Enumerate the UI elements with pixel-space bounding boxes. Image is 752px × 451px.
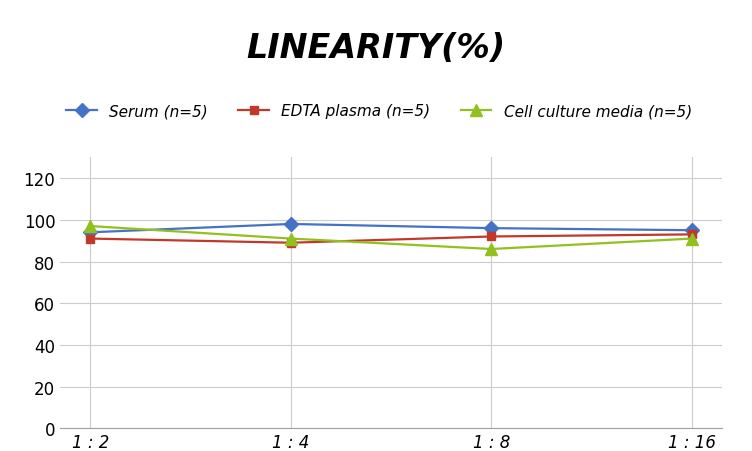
Line: Cell culture media (n=5): Cell culture media (n=5) — [85, 221, 697, 255]
Serum (n=5) — [487, 226, 496, 231]
Line: EDTA plasma (n=5): EDTA plasma (n=5) — [86, 231, 696, 247]
EDTA plasma (n=5) — [287, 240, 296, 246]
Serum (n=5) — [86, 230, 95, 235]
Serum (n=5) — [687, 228, 696, 234]
EDTA plasma (n=5) — [487, 234, 496, 239]
Line: Serum (n=5): Serum (n=5) — [86, 220, 696, 238]
EDTA plasma (n=5) — [687, 232, 696, 238]
Cell culture media (n=5) — [487, 247, 496, 252]
EDTA plasma (n=5) — [86, 236, 95, 242]
Text: LINEARITY(%): LINEARITY(%) — [247, 32, 505, 64]
Cell culture media (n=5) — [687, 236, 696, 242]
Serum (n=5) — [287, 222, 296, 227]
Cell culture media (n=5) — [86, 224, 95, 229]
Legend: Serum (n=5), EDTA plasma (n=5), Cell culture media (n=5): Serum (n=5), EDTA plasma (n=5), Cell cul… — [60, 98, 698, 125]
Cell culture media (n=5) — [287, 236, 296, 242]
